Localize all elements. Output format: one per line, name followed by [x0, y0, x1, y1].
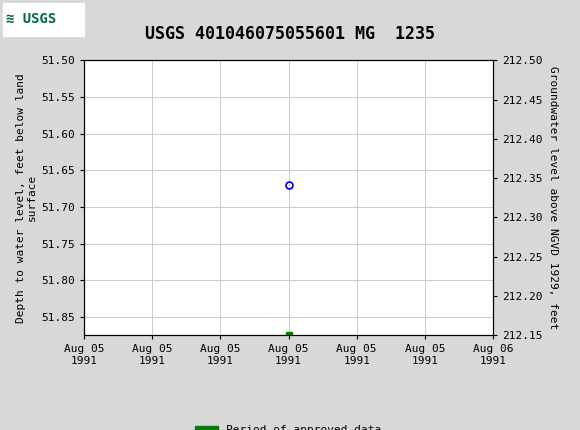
Text: ≋ USGS: ≋ USGS: [6, 12, 56, 26]
Y-axis label: Depth to water level, feet below land
surface: Depth to water level, feet below land su…: [16, 73, 37, 322]
Legend: Period of approved data: Period of approved data: [191, 421, 386, 430]
Y-axis label: Groundwater level above NGVD 1929, feet: Groundwater level above NGVD 1929, feet: [548, 66, 558, 329]
Text: USGS 401046075055601 MG  1235: USGS 401046075055601 MG 1235: [145, 25, 435, 43]
FancyBboxPatch shape: [3, 3, 84, 36]
